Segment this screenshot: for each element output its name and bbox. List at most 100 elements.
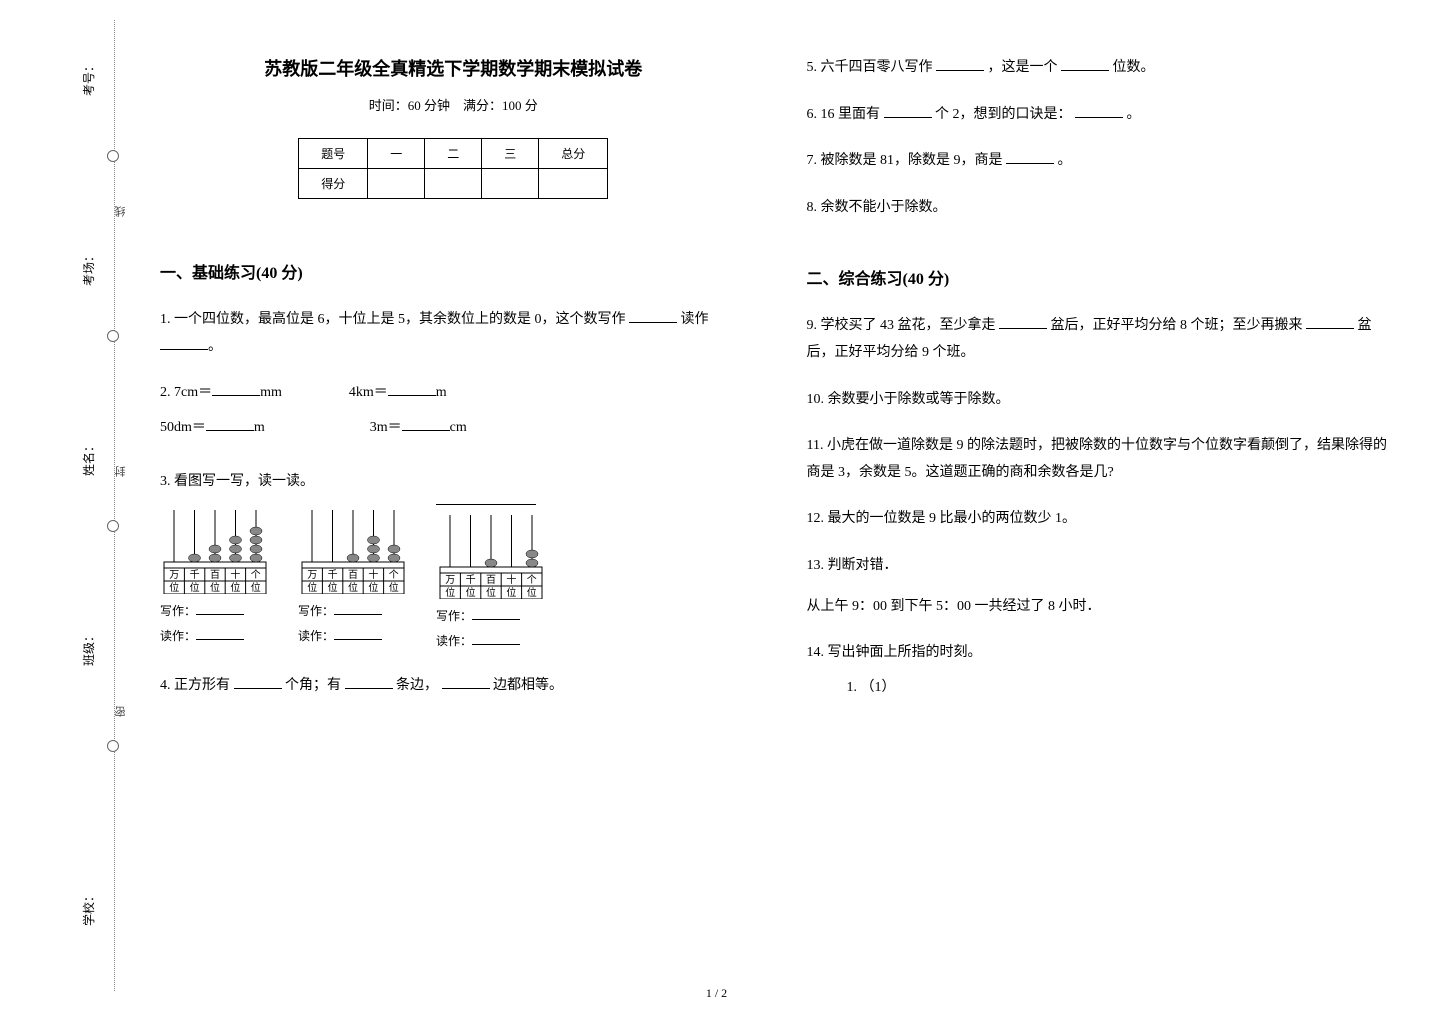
q2-lhs-2: 50dm＝ xyxy=(160,415,206,442)
q14-text: 14. 写出钟面上所指的时刻。 xyxy=(807,640,1394,667)
exam-title: 苏教版二年级全真精选下学期数学期末模拟试卷 xyxy=(160,55,747,81)
question-6: 6. 16 里面有 个 2，想到的口诀是： 。 xyxy=(807,102,1394,129)
blank[interactable] xyxy=(334,601,382,615)
q2-rhs-2: m xyxy=(254,415,265,442)
abacus-read-label: 读作： xyxy=(298,625,382,648)
question-13: 13. 判断对错． 从上午 9：00 到下午 5：00 一共经过了 8 小时． xyxy=(807,553,1394,620)
abacus-icon: 万位千位百位十位个位 xyxy=(298,504,408,594)
blank[interactable] xyxy=(1006,150,1054,164)
blank[interactable] xyxy=(1075,104,1123,118)
q2-lhs-0: 7cm＝ xyxy=(174,380,212,407)
abacus-write-label: 写作： xyxy=(436,605,520,628)
q2-rhs-0: mm xyxy=(260,380,282,407)
q2-rhs-1: m xyxy=(436,380,447,407)
svg-text:十: 十 xyxy=(368,568,378,581)
q3-text: 3. 看图写一写，读一读。 xyxy=(160,469,747,496)
blank[interactable] xyxy=(1061,57,1109,71)
svg-text:位: 位 xyxy=(307,581,317,594)
q5-a: 5. 六千四百零八写作 xyxy=(807,60,933,75)
question-10: 10. 余数要小于除数或等于除数。 xyxy=(807,387,1394,414)
abacus-read-label: 读作： xyxy=(436,630,520,653)
blank[interactable] xyxy=(388,382,436,396)
svg-text:百: 百 xyxy=(486,574,496,586)
question-4: 4. 正方形有 个角；有 条边， 边都相等。 xyxy=(160,673,747,700)
q2-rhs-3: cm xyxy=(450,415,467,442)
abacus-icon: 万位千位百位十位个位 xyxy=(436,509,546,599)
blank[interactable] xyxy=(472,631,520,645)
svg-text:位: 位 xyxy=(466,586,476,599)
circle-mark xyxy=(107,740,119,752)
blank[interactable] xyxy=(212,382,260,396)
question-11: 11. 小虎在做一道除数是 9 的除法题时，把被除数的十位数字与个位数字看颠倒了… xyxy=(807,433,1394,486)
svg-text:位: 位 xyxy=(506,586,516,599)
blank[interactable] xyxy=(345,675,393,689)
svg-text:千: 千 xyxy=(190,569,200,581)
q13-a: 13. 判断对错． xyxy=(807,553,1394,580)
svg-text:百: 百 xyxy=(210,569,220,581)
binding-label-room: 考场： xyxy=(80,250,97,286)
blank[interactable] xyxy=(334,626,382,640)
q2-lhs-1: 4km＝ xyxy=(349,380,388,407)
abacus-icon: 万位千位百位十位个位 xyxy=(160,504,270,594)
blank[interactable] xyxy=(999,315,1047,329)
section-2-heading: 二、综合练习(40 分) xyxy=(807,265,1394,289)
blank[interactable] xyxy=(196,626,244,640)
q5-b: ，这是一个 xyxy=(988,60,1058,75)
blank[interactable] xyxy=(629,309,677,323)
svg-text:位: 位 xyxy=(445,586,455,599)
q7-b: 。 xyxy=(1058,153,1072,168)
blank[interactable] xyxy=(472,606,520,620)
svg-text:万: 万 xyxy=(169,570,179,581)
svg-text:千: 千 xyxy=(328,569,338,581)
score-cell[interactable] xyxy=(539,169,608,199)
question-12: 12. 最大的一位数是 9 比最小的两位数少 1。 xyxy=(807,506,1394,533)
svg-text:位: 位 xyxy=(190,581,200,594)
q2-label: 2. xyxy=(160,380,171,407)
binding-label-school: 学校： xyxy=(80,890,97,926)
q5-c: 位数。 xyxy=(1113,60,1155,75)
svg-text:位: 位 xyxy=(251,581,261,594)
blank[interactable] xyxy=(160,336,208,350)
blank[interactable] xyxy=(206,417,254,431)
blank[interactable] xyxy=(196,601,244,615)
binding-label-name: 姓名： xyxy=(80,440,97,476)
question-9: 9. 学校买了 43 盆花，至少拿走 盆后，正好平均分给 8 个班；至少再搬来 … xyxy=(807,313,1394,366)
q1-text-b: 读作 xyxy=(681,312,709,327)
exam-subtitle: 时间：60 分钟 满分：100 分 xyxy=(160,95,747,114)
abacus-write-label: 写作： xyxy=(160,600,244,623)
question-7: 7. 被除数是 81，除数是 9，商是 。 xyxy=(807,148,1394,175)
question-2: 2. 7cm＝mm 4km＝m 50dm＝m 3m＝cm xyxy=(160,380,747,449)
binding-strip: 考号： 考场： 姓名： 班级： 学校： 线 封 密 xyxy=(45,20,115,991)
svg-text:位: 位 xyxy=(527,586,537,599)
svg-text:十: 十 xyxy=(230,568,240,581)
blank[interactable] xyxy=(234,675,282,689)
circle-mark xyxy=(107,330,119,342)
blank[interactable] xyxy=(884,104,932,118)
score-cell: 一 xyxy=(368,139,425,169)
q4-b: 个角；有 xyxy=(285,678,341,693)
circle-mark xyxy=(107,520,119,532)
svg-text:位: 位 xyxy=(328,581,338,594)
svg-text:个: 个 xyxy=(251,569,261,581)
abacus-answer-line[interactable] xyxy=(436,504,536,505)
score-cell[interactable] xyxy=(482,169,539,199)
abacus-row: 万位千位百位十位个位写作：读作：万位千位百位十位个位写作：读作：万位千位百位十位… xyxy=(160,504,747,653)
binding-label-class: 班级： xyxy=(80,630,97,666)
q7-a: 7. 被除数是 81，除数是 9，商是 xyxy=(807,153,1003,168)
blank[interactable] xyxy=(936,57,984,71)
svg-text:位: 位 xyxy=(368,581,378,594)
svg-text:百: 百 xyxy=(348,569,358,581)
svg-text:位: 位 xyxy=(348,581,358,594)
question-3: 3. 看图写一写，读一读。 万位千位百位十位个位写作：读作：万位千位百位十位个位… xyxy=(160,469,747,652)
q6-b: 个 2，想到的口诀是： xyxy=(935,107,1072,122)
blank[interactable] xyxy=(402,417,450,431)
blank[interactable] xyxy=(442,675,490,689)
svg-text:位: 位 xyxy=(230,581,240,594)
score-cell: 得分 xyxy=(299,169,368,199)
q4-c: 条边， xyxy=(396,678,438,693)
score-cell[interactable] xyxy=(368,169,425,199)
score-cell[interactable] xyxy=(425,169,482,199)
abacus-write-label: 写作： xyxy=(298,600,382,623)
blank[interactable] xyxy=(1306,315,1354,329)
section-1-heading: 一、基础练习(40 分) xyxy=(160,259,747,283)
